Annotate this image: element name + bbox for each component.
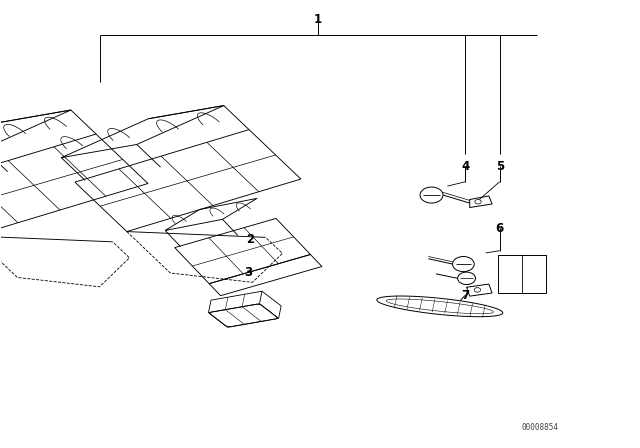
Text: 2: 2 — [246, 233, 254, 246]
Text: 7: 7 — [461, 289, 469, 302]
Text: 5: 5 — [495, 159, 504, 172]
Text: 00008854: 00008854 — [522, 423, 558, 432]
Text: 3: 3 — [244, 267, 253, 280]
Text: 1: 1 — [314, 13, 322, 26]
Text: 4: 4 — [461, 159, 469, 172]
Text: 6: 6 — [495, 222, 504, 235]
